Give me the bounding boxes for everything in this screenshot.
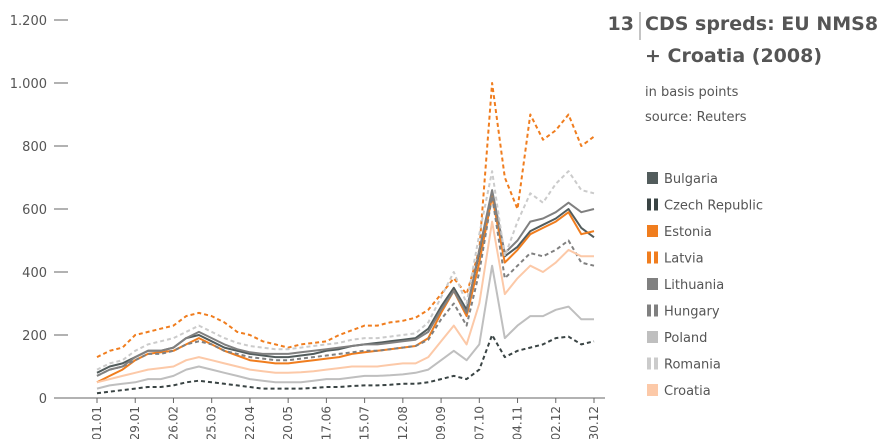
x-tick-label: 12.08 (396, 406, 410, 439)
y-tick-label: 400 (22, 266, 47, 281)
x-tick-label: 25.03 (205, 406, 219, 439)
legend-swatch (647, 331, 658, 343)
legend-label: Czech Republic (664, 199, 763, 214)
series-line (96, 264, 594, 390)
x-tick-label: 30.12 (587, 406, 601, 439)
y-tick-label: 1.200 (10, 14, 47, 29)
y-tick-label: 800 (22, 140, 47, 155)
series-line (96, 220, 594, 384)
x-tick-label: 26.02 (166, 406, 180, 439)
legend-label: Hungary (664, 305, 720, 320)
series-line (96, 195, 595, 384)
legend-swatch (654, 198, 658, 211)
legend-swatch (647, 198, 651, 211)
x-tick-label: 29.01 (128, 406, 142, 439)
legend-label: Romania (664, 358, 721, 373)
legend-swatch (647, 304, 651, 317)
legend-label: Poland (664, 331, 707, 346)
legend-swatch (647, 225, 658, 237)
legend-label: Lithuania (664, 278, 724, 293)
legend-swatch (654, 357, 658, 370)
x-tick-label: 20.05 (281, 406, 295, 439)
legend-swatch (647, 251, 651, 264)
x-tick-label: 09.09 (434, 406, 448, 439)
legend-label: Estonia (664, 225, 712, 240)
x-tick-label: 07.10 (472, 406, 486, 439)
y-tick-label: 600 (22, 203, 47, 218)
figure-number: 13 (608, 13, 634, 35)
x-tick-label: 22.04 (243, 406, 257, 439)
series-line (96, 195, 595, 377)
x-tick-label: 02.12 (549, 406, 563, 439)
series-line (96, 334, 595, 395)
y-tick-label: 200 (22, 329, 47, 344)
series-line (96, 82, 595, 358)
x-tick-label: 15.07 (358, 406, 372, 439)
x-tick-label: 17.06 (319, 406, 333, 439)
legend-swatch (647, 384, 658, 396)
legend-swatch (647, 172, 658, 184)
series-line (96, 189, 595, 377)
chart-title: CDS spreds: EU NMS8 (645, 13, 878, 35)
legend-swatch (654, 304, 658, 317)
chart-subtitle: in basis points (645, 85, 739, 100)
series-line (96, 170, 595, 371)
legend-label: Croatia (664, 384, 711, 399)
legend-label: Latvia (664, 252, 704, 267)
y-tick-label: 0 (39, 392, 47, 407)
x-tick-label: 01.01 (90, 406, 104, 439)
chart-title: + Croatia (2008) (645, 45, 822, 67)
legend-label: Bulgaria (664, 172, 718, 187)
legend-swatch (654, 251, 658, 264)
legend-swatch (647, 278, 658, 290)
x-tick-label: 04.11 (511, 406, 525, 439)
y-tick-label: 1.000 (10, 77, 47, 92)
chart-source: source: Reuters (645, 110, 747, 125)
legend-swatch (647, 357, 651, 370)
